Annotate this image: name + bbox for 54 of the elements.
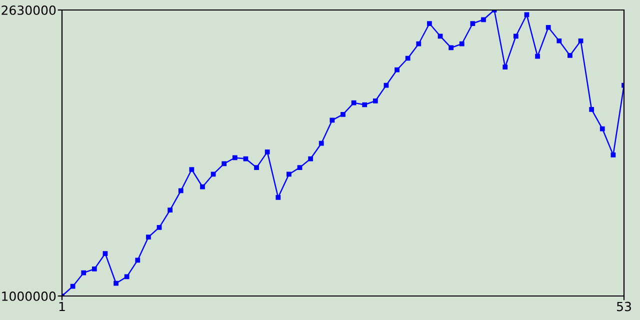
point bbox=[340, 112, 346, 117]
point bbox=[178, 188, 184, 194]
y-tick-label: 1000000 bbox=[2, 291, 56, 301]
point bbox=[232, 155, 238, 160]
point bbox=[189, 167, 194, 172]
point bbox=[81, 270, 86, 276]
point bbox=[135, 258, 140, 263]
point bbox=[210, 172, 216, 177]
point bbox=[610, 152, 616, 158]
point bbox=[362, 102, 368, 108]
point bbox=[168, 208, 173, 212]
point bbox=[589, 107, 594, 112]
point bbox=[578, 38, 584, 44]
point bbox=[276, 194, 281, 200]
point bbox=[448, 45, 454, 50]
point bbox=[481, 17, 486, 22]
point bbox=[264, 150, 270, 154]
point bbox=[546, 24, 551, 30]
point bbox=[156, 224, 162, 230]
point bbox=[92, 266, 97, 272]
point bbox=[254, 165, 259, 170]
point bbox=[438, 34, 443, 39]
point bbox=[114, 280, 118, 286]
point bbox=[222, 161, 227, 166]
point bbox=[556, 38, 562, 44]
x-tick-label: 53 bbox=[617, 302, 631, 312]
point bbox=[384, 82, 389, 88]
point bbox=[524, 12, 530, 18]
point bbox=[568, 53, 572, 58]
point bbox=[308, 156, 314, 162]
point bbox=[330, 118, 335, 123]
point bbox=[351, 100, 356, 106]
point bbox=[102, 251, 108, 256]
point bbox=[513, 34, 518, 39]
point bbox=[416, 41, 422, 46]
point bbox=[146, 234, 151, 240]
point bbox=[535, 54, 540, 59]
point bbox=[405, 56, 410, 61]
point bbox=[243, 156, 248, 162]
point bbox=[470, 21, 476, 26]
x-tick-label: 1 bbox=[59, 302, 65, 312]
y-tick-label: 2630000 bbox=[2, 5, 56, 15]
point bbox=[427, 21, 432, 26]
point bbox=[70, 284, 76, 289]
point bbox=[600, 126, 605, 132]
point bbox=[394, 67, 400, 72]
point bbox=[372, 98, 378, 104]
point bbox=[502, 64, 508, 70]
point bbox=[124, 274, 130, 280]
point bbox=[318, 140, 324, 146]
point bbox=[286, 172, 292, 177]
point bbox=[200, 184, 205, 190]
point bbox=[459, 41, 464, 46]
point bbox=[297, 165, 302, 170]
